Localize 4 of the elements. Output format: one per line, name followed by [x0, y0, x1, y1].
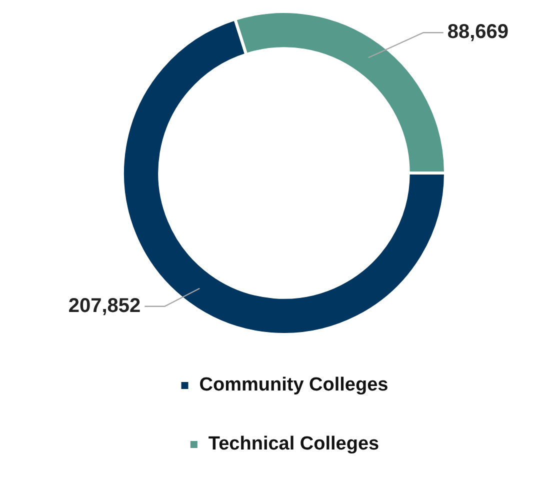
legend-label: Community Colleges — [199, 374, 388, 396]
data-label: 207,852 — [68, 294, 141, 317]
data-label: 88,669 — [447, 21, 509, 44]
legend-label: Technical Colleges — [208, 434, 380, 455]
